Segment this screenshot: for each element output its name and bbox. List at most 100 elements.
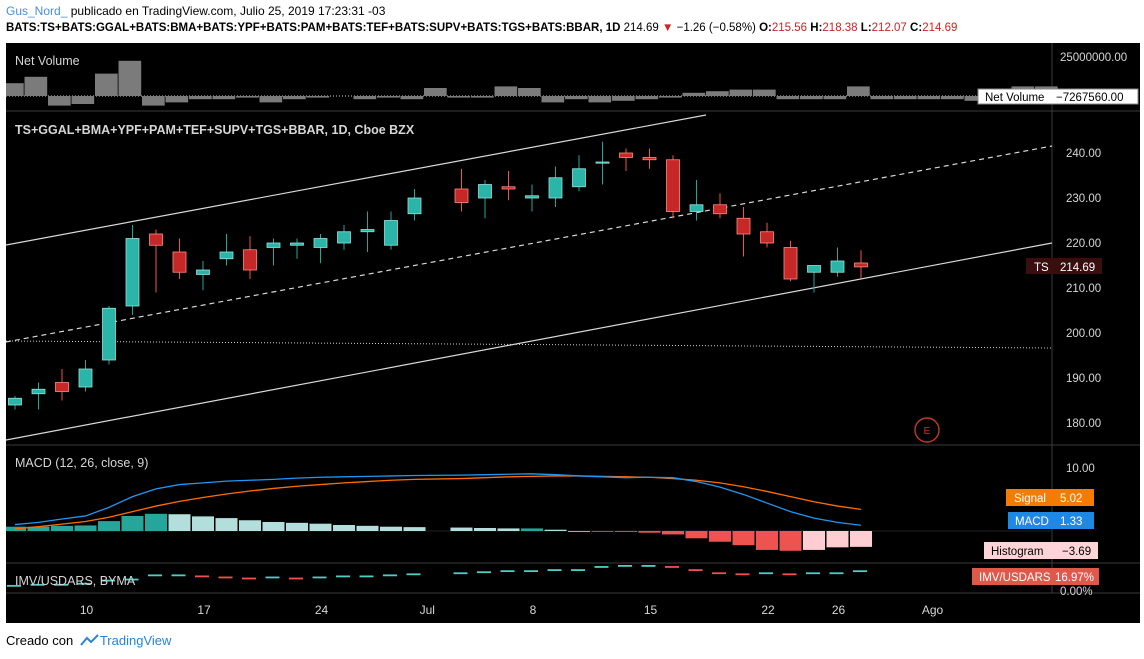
candle-body	[760, 231, 774, 244]
candle-body	[548, 177, 563, 199]
ts-tag-name: TS	[1034, 262, 1049, 274]
net-volume-bar	[753, 89, 776, 96]
macd-histogram-bar	[215, 518, 238, 531]
macd-histogram-bar	[779, 531, 802, 551]
macd-histogram-bar	[568, 531, 590, 532]
chart-canvas[interactable]: 180.00 190.00 200.00 210.00 220.00 230.00 240.…	[1, 43, 1140, 623]
price-tick-label: 190.00	[1066, 373, 1101, 385]
macd-tag: MACD 1.33	[1008, 512, 1094, 529]
net-volume-bar	[729, 89, 753, 96]
net-volume-bar	[353, 96, 377, 100]
imv-axis-label: 0.00%	[1060, 586, 1093, 598]
net-volume-bar	[189, 96, 212, 100]
candle-body	[219, 251, 234, 260]
macd-histogram-bar	[450, 527, 473, 531]
histogram-tag: Histogram −3.69	[984, 542, 1098, 559]
net-volume-bar	[471, 96, 494, 98]
earnings-marker[interactable]: E	[914, 417, 940, 443]
high-value: 218.38	[822, 22, 858, 34]
macd-histogram-bar	[98, 521, 120, 531]
candle-body	[337, 231, 351, 244]
last-price: 214.69	[623, 22, 659, 34]
net-volume-bar	[236, 96, 259, 98]
candle-body	[619, 152, 633, 158]
net-volume-bar	[24, 76, 48, 96]
candle-body	[243, 249, 257, 271]
earnings-letter: E	[924, 426, 931, 437]
macd-histogram-bar	[474, 527, 496, 531]
candle-body	[384, 220, 398, 246]
net-volume-tag: Net Volume −7267560.00	[977, 88, 1139, 105]
candle-body	[196, 269, 210, 275]
net-volume-bar	[870, 96, 894, 100]
macd-histogram-bar	[685, 531, 708, 539]
candle-body	[830, 260, 845, 273]
price-pane[interactable]	[5, 114, 1053, 441]
macd-histogram-bar	[168, 514, 191, 531]
macd-histogram-bar	[121, 515, 144, 531]
symbol-line: BATS:TS+BATS:GGAL+BATS:BMA+BATS:YPF+BATS…	[6, 22, 1136, 38]
macd-histogram-bar	[850, 531, 872, 547]
ts-tag-value: 214.69	[1060, 262, 1095, 274]
signal-tag: Signal 5.02	[1006, 489, 1094, 506]
author-link[interactable]: Gus_Nord_	[6, 4, 68, 18]
macd-histogram-bar	[709, 531, 731, 542]
candle-body	[595, 161, 610, 164]
price-reference-line	[5, 340, 1053, 349]
candle-body	[407, 197, 422, 215]
signal-tag-name: Signal	[1014, 493, 1046, 505]
net-volume-bar	[400, 96, 424, 100]
candle-body	[266, 242, 281, 248]
time-tick-label: 24	[315, 603, 329, 617]
macd-histogram-bar	[544, 529, 567, 531]
macd-histogram-bar	[591, 531, 614, 532]
macd-pane-title: MACD (12, 26, close, 9)	[15, 456, 148, 470]
imv-pane[interactable]	[7, 565, 867, 587]
net-volume-bar	[682, 92, 706, 96]
net-volume-bar	[541, 96, 565, 103]
macd-histogram-bar	[403, 527, 426, 531]
price-tick-label: 200.00	[1066, 328, 1101, 340]
macd-pane[interactable]	[4, 473, 1052, 551]
net-volume-bar	[71, 96, 95, 104]
open-value: 215.56	[771, 22, 808, 34]
net-volume-bar	[447, 96, 471, 98]
macd-histogram-bar	[380, 526, 402, 531]
ts-price-tag: TS 214.69	[1026, 258, 1102, 274]
time-tick-label: Ago	[922, 603, 944, 617]
candle-body	[666, 159, 680, 212]
histogram-tag-value: −3.69	[1062, 546, 1091, 558]
imv-tag-value: 16.97%	[1055, 572, 1094, 584]
macd-histogram-bar	[638, 531, 661, 533]
chart-svg[interactable]: 180.00190.00200.00210.00220.00230.00240.…	[1, 43, 1140, 623]
candle-body	[454, 188, 469, 203]
macd-histogram-bar	[803, 531, 825, 550]
time-tick-label: 17	[197, 603, 211, 617]
candle-body	[783, 247, 798, 280]
macd-histogram-bar	[497, 528, 520, 531]
symbol-name: BATS:TS+BATS:GGAL+BATS:BMA+BATS:YPF+BATS…	[6, 22, 621, 34]
time-tick-label: Jul	[420, 603, 435, 617]
tradingview-link[interactable]: TradingView	[99, 633, 172, 648]
candle-body	[313, 238, 328, 248]
high-label: H:	[810, 22, 823, 34]
macd-signal-line	[14, 475, 862, 530]
net-volume-bar	[823, 96, 847, 100]
net-volume-bar	[612, 96, 635, 101]
candle-body	[854, 262, 868, 268]
net-volume-bar	[118, 60, 142, 96]
candle-body	[572, 168, 586, 188]
imv-tag-name: IMV/USDARS	[979, 572, 1051, 584]
time-tick-label: 15	[644, 603, 658, 617]
time-tick-label: 8	[530, 603, 537, 617]
footer-created: Creado con	[6, 633, 74, 648]
net-volume-bar	[917, 96, 941, 100]
candle-body	[102, 307, 116, 361]
macd-histogram-bar	[732, 531, 755, 546]
net-volume-bar	[776, 96, 800, 100]
net-volume-bar	[800, 96, 823, 100]
net-volume-bar	[894, 96, 917, 100]
net-volume-tag-value: −7267560.00	[1056, 92, 1123, 104]
net-volume-bar	[48, 96, 71, 106]
macd-histogram-bar	[74, 525, 97, 531]
